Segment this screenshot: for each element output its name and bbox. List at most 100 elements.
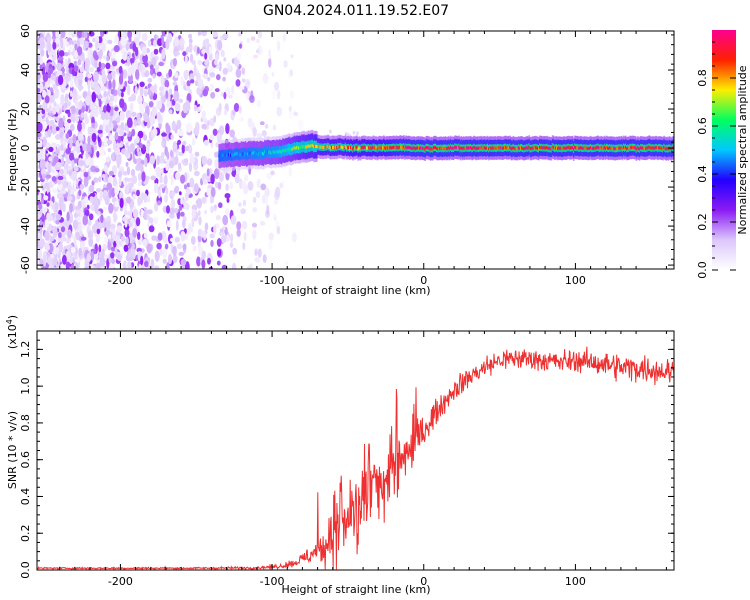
spectrogram-line-core	[607, 146, 609, 150]
spectrogram-noise-cell	[204, 38, 210, 45]
spectrogram-noise-cell	[276, 90, 281, 100]
spectrogram-line-core	[327, 144, 330, 149]
spectrogram-line-core	[535, 146, 538, 150]
spectrogram-line-core	[416, 146, 419, 150]
spectrogram-line-core	[384, 146, 386, 150]
spectrogram-noise-cell	[182, 243, 187, 251]
spectrogram-y-tick-labels: -60 -40 -20 0 20 40 60	[19, 24, 32, 274]
spectrogram-noise-cell	[108, 51, 112, 57]
spectrogram-noise-cell	[57, 74, 64, 86]
spectrogram-noise-cell	[182, 263, 185, 269]
spectrogram-noise-cell	[133, 31, 137, 36]
spectrogram-noise-cell	[107, 39, 113, 45]
spectrogram-noise-cell	[78, 109, 82, 116]
spectrogram-line-core	[269, 150, 271, 154]
spectrogram-noise-cell	[206, 187, 213, 197]
spectrogram-noise-cell	[65, 133, 70, 139]
spectrogram-line-core	[409, 146, 412, 150]
spectrogram-line-core	[656, 147, 659, 151]
spectrogram-line-core	[580, 146, 582, 150]
spectrogram-line-core	[619, 146, 622, 150]
spectrogram-line-core	[523, 147, 525, 151]
spectrogram-line-core	[660, 146, 662, 150]
spectrogram-noise-cell	[221, 264, 228, 269]
spectrogram-noise-cell	[298, 119, 304, 130]
spectrogram-noise-cell	[60, 189, 67, 195]
spectrogram-noise-cell	[76, 216, 81, 223]
spectrogram-line-core	[479, 146, 482, 150]
spectrogram-line-core	[633, 146, 636, 150]
spectrogram-noise-cell	[159, 91, 163, 97]
spectrogram-noise-cell	[188, 222, 192, 233]
spectrogram-line-core	[627, 146, 629, 150]
spectrogram-noise-cell	[178, 98, 184, 104]
spectrogram-noise-cell	[150, 258, 155, 269]
spectrogram-noise-cell	[183, 69, 190, 78]
spectrogram-noise-cell	[143, 193, 148, 204]
spectrogram-line-core	[235, 152, 237, 156]
spectrogram-noise-cell	[239, 117, 244, 122]
spectrogram-noise-cell	[180, 174, 186, 184]
snr-panel: -200 -100 0 100 0.0 0.2 0.4 0.6 0.8 1.0 1.2 Heigh…	[5, 315, 675, 596]
spectrogram-line-core	[642, 146, 644, 150]
spectrogram-line-core	[292, 147, 295, 151]
spectrogram-line-core	[603, 145, 606, 149]
spectrogram-noise-cell	[80, 112, 85, 118]
spectrogram-line-core	[592, 146, 594, 150]
spectrogram-noise-cell	[147, 209, 153, 215]
spectrogram-line-core	[547, 146, 550, 151]
spectrogram-noise-cell	[124, 177, 130, 182]
spectrogram-noise-cell	[150, 85, 156, 92]
spectrogram-noise-cell	[59, 237, 65, 242]
spectrogram-noise-cell	[149, 64, 154, 70]
spectrogram-noise-cell	[128, 222, 133, 227]
spectrogram-noise-cell	[107, 73, 113, 81]
spectrogram-line-core	[393, 145, 396, 149]
spectrogram-x-tick-label: 100	[565, 274, 586, 287]
spectrogram-noise-cell	[47, 111, 53, 117]
spectrogram-noise-cell	[216, 260, 221, 266]
spectrogram-noise-cell	[214, 59, 218, 66]
spectrogram-noise-cell	[159, 247, 163, 256]
spectrogram-noise-cell	[180, 76, 184, 87]
spectrogram-noise-cell	[91, 116, 95, 125]
spectrogram-noise-cell	[197, 59, 203, 66]
spectrogram-noise-cell	[77, 85, 84, 90]
spectrogram-noise-cell	[165, 187, 169, 195]
spectrogram-noise-cell	[140, 255, 144, 266]
spectrogram-noise-cell	[137, 172, 142, 181]
spectrogram-line-core	[549, 147, 552, 151]
spectrogram-noise-cell	[257, 248, 262, 258]
spectrogram-line-core	[399, 145, 402, 149]
spectrogram-noise-cell	[170, 198, 176, 210]
spectrogram-noise-cell	[256, 99, 261, 108]
spectrogram-noise-cell	[70, 246, 76, 254]
spectrogram-noise-cell	[209, 72, 216, 78]
spectrogram-noise-cell	[197, 31, 202, 36]
spectrogram-line-core	[378, 145, 381, 150]
spectrogram-noise-cell	[161, 151, 165, 159]
spectrogram-noise-cell	[50, 80, 56, 85]
spectrogram-line-core	[242, 152, 245, 156]
spectrogram-noise-cell	[84, 112, 88, 124]
spectrogram-noise-cell	[119, 128, 125, 137]
spectrogram-line-core	[561, 147, 563, 151]
spectrogram-noise-cell	[212, 128, 218, 136]
spectrogram-noise-cell	[151, 235, 157, 241]
spectrogram-line-core	[472, 146, 474, 150]
spectrogram-noise-cell	[74, 99, 79, 107]
spectrogram-noise-cell	[149, 155, 155, 165]
spectrogram-noise-cell	[114, 131, 119, 141]
spectrogram-noise-cell	[123, 138, 128, 143]
spectrogram-line-core	[548, 146, 551, 150]
spectrogram-noise-cell	[206, 168, 210, 177]
spectrogram-noise-cell	[113, 211, 117, 223]
spectrogram-noise-cell	[128, 67, 132, 77]
spectrogram-line-core	[224, 153, 227, 157]
spectrogram-noise-cell	[236, 52, 242, 61]
spectrogram-noise-cell	[65, 252, 71, 258]
spectrogram-line-core	[270, 151, 272, 155]
spectrogram-noise-cell	[51, 258, 58, 266]
spectrogram-line-core	[611, 146, 613, 150]
spectrogram-noise-cell	[75, 115, 80, 123]
